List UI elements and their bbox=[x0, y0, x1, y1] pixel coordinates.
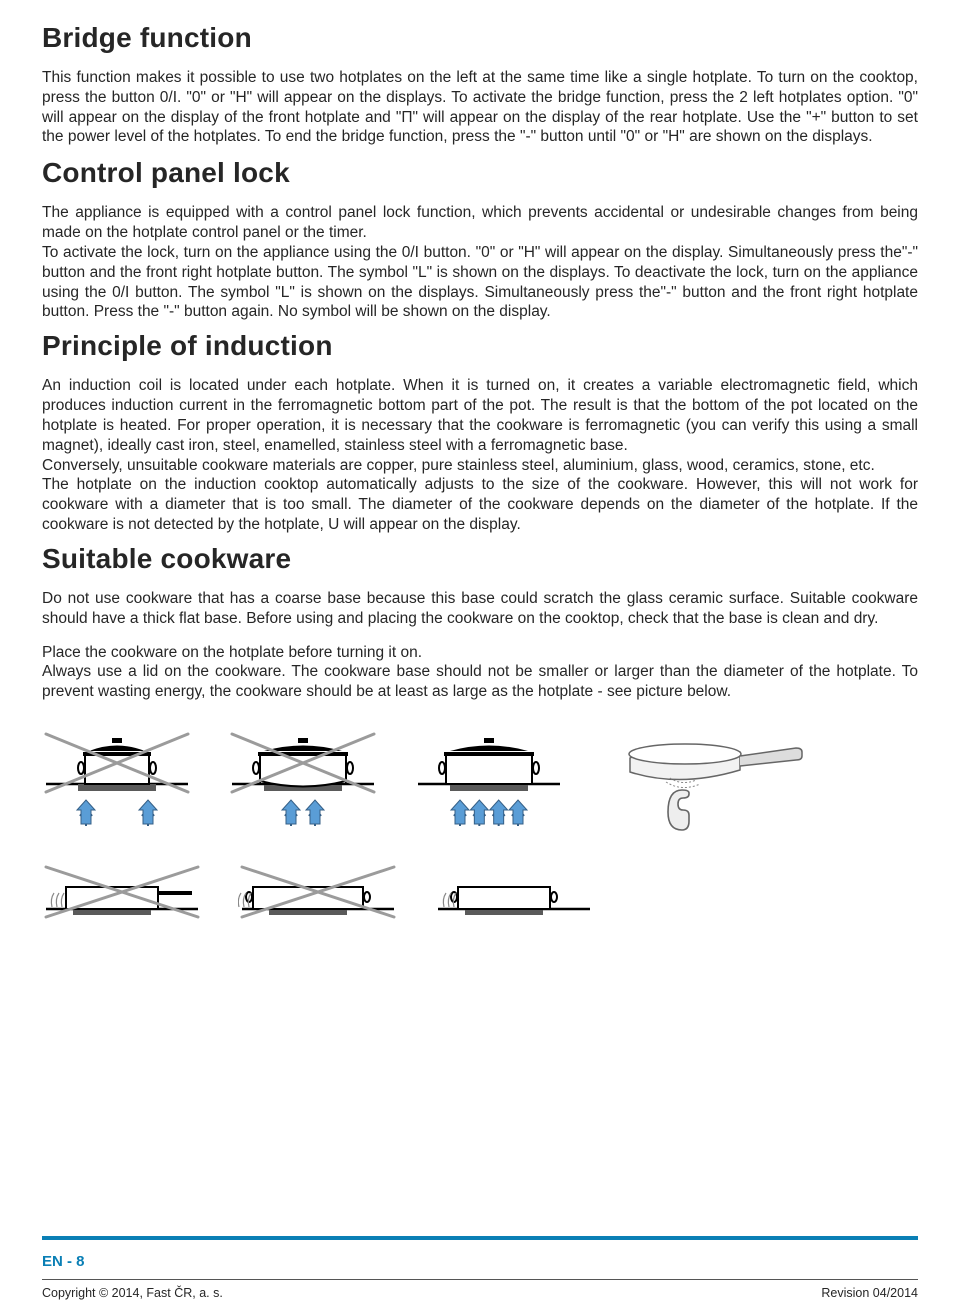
heading-cookware: Suitable cookware bbox=[42, 543, 918, 575]
saucepan-magnet bbox=[600, 720, 820, 845]
cookware-illustrations bbox=[42, 720, 918, 948]
pot-ok-icon bbox=[434, 863, 594, 943]
pot-too-small-icon bbox=[42, 730, 192, 840]
body-induction-1: An induction coil is located under each … bbox=[42, 376, 918, 455]
pan-curved-base bbox=[42, 863, 202, 948]
body-cookware-1: Do not use cookware that has a coarse ba… bbox=[42, 589, 918, 629]
illustration-row-2 bbox=[42, 863, 918, 948]
pot-oversize bbox=[238, 863, 398, 948]
heading-bridge: Bridge function bbox=[42, 22, 918, 54]
heading-lock: Control panel lock bbox=[42, 157, 918, 189]
body-cookware-3: Always use a lid on the cookware. The co… bbox=[42, 662, 918, 702]
pot-too-small bbox=[42, 730, 192, 845]
saucepan-magnet-icon bbox=[600, 720, 820, 840]
pot-oversize-icon bbox=[238, 863, 398, 943]
body-cookware-2: Place the cookware on the hotplate befor… bbox=[42, 643, 918, 663]
body-bridge: This function makes it possible to use t… bbox=[42, 68, 918, 147]
body-lock-2: To activate the lock, turn on the applia… bbox=[42, 243, 918, 322]
pan-curved-base-icon bbox=[42, 863, 202, 943]
illustration-row-1 bbox=[42, 720, 918, 845]
pot-curved-bottom-icon bbox=[228, 730, 378, 840]
pot-correct bbox=[414, 730, 564, 845]
heading-induction: Principle of induction bbox=[42, 330, 918, 362]
footer-thin-rule bbox=[42, 1279, 918, 1280]
body-induction-2: Conversely, unsuitable cookware material… bbox=[42, 456, 918, 476]
body-lock-1: The appliance is equipped with a control… bbox=[42, 203, 918, 243]
body-induction-3: The hotplate on the induction cooktop au… bbox=[42, 475, 918, 534]
pot-curved-bottom bbox=[228, 730, 378, 845]
pot-correct-icon bbox=[414, 730, 564, 840]
revision-text: Revision 04/2014 bbox=[821, 1286, 918, 1300]
footer-rule bbox=[42, 1236, 918, 1240]
section-bridge: Bridge function This function makes it p… bbox=[42, 22, 918, 147]
pot-ok bbox=[434, 863, 594, 948]
copyright-text: Copyright © 2014, Fast ČR, a. s. bbox=[42, 1286, 223, 1300]
page-number: EN - 8 bbox=[42, 1253, 85, 1270]
